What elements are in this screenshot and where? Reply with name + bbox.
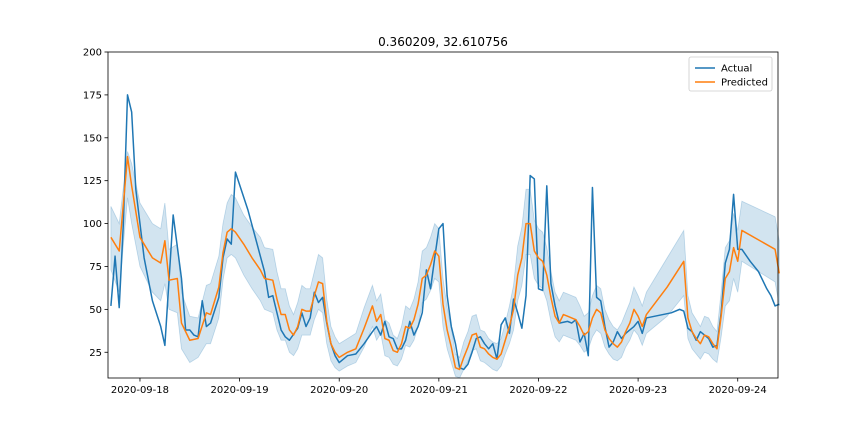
x-tick-label: 2020-09-20 [310, 385, 368, 396]
y-tick-label: 175 [83, 90, 102, 101]
chart-title: 0.360209, 32.610756 [378, 35, 508, 49]
x-tick-label: 2020-09-19 [211, 385, 269, 396]
legend-label-actual: Actual [721, 64, 752, 75]
x-tick-label: 2020-09-22 [509, 385, 567, 396]
y-tick-label: 50 [89, 305, 102, 316]
y-tick-label: 150 [83, 133, 102, 144]
legend: Actual Predicted [688, 56, 773, 92]
legend-label-predicted: Predicted [721, 78, 768, 89]
y-tick-label: 125 [83, 176, 102, 187]
y-tick-label: 75 [89, 262, 102, 273]
y-tick-label: 200 [83, 48, 102, 59]
prediction-interval-band [110, 151, 780, 379]
x-tick-label: 2020-09-21 [410, 385, 468, 396]
y-tick-label: 25 [89, 348, 102, 359]
confidence-band-layer [110, 151, 780, 379]
plot-area-frame [107, 51, 779, 379]
y-tick-label: 100 [83, 219, 102, 230]
series-layer [110, 94, 780, 371]
series-line-predicted [110, 155, 780, 371]
series-line-actual [110, 94, 780, 371]
x-tick-label: 2020-09-23 [609, 385, 667, 396]
x-tick-label: 2020-09-24 [709, 385, 767, 396]
x-tick-label: 2020-09-18 [111, 385, 169, 396]
axes: 25 50 75 100 125 150 175 200 2020-09-18 2020-09-1… [83, 48, 779, 396]
